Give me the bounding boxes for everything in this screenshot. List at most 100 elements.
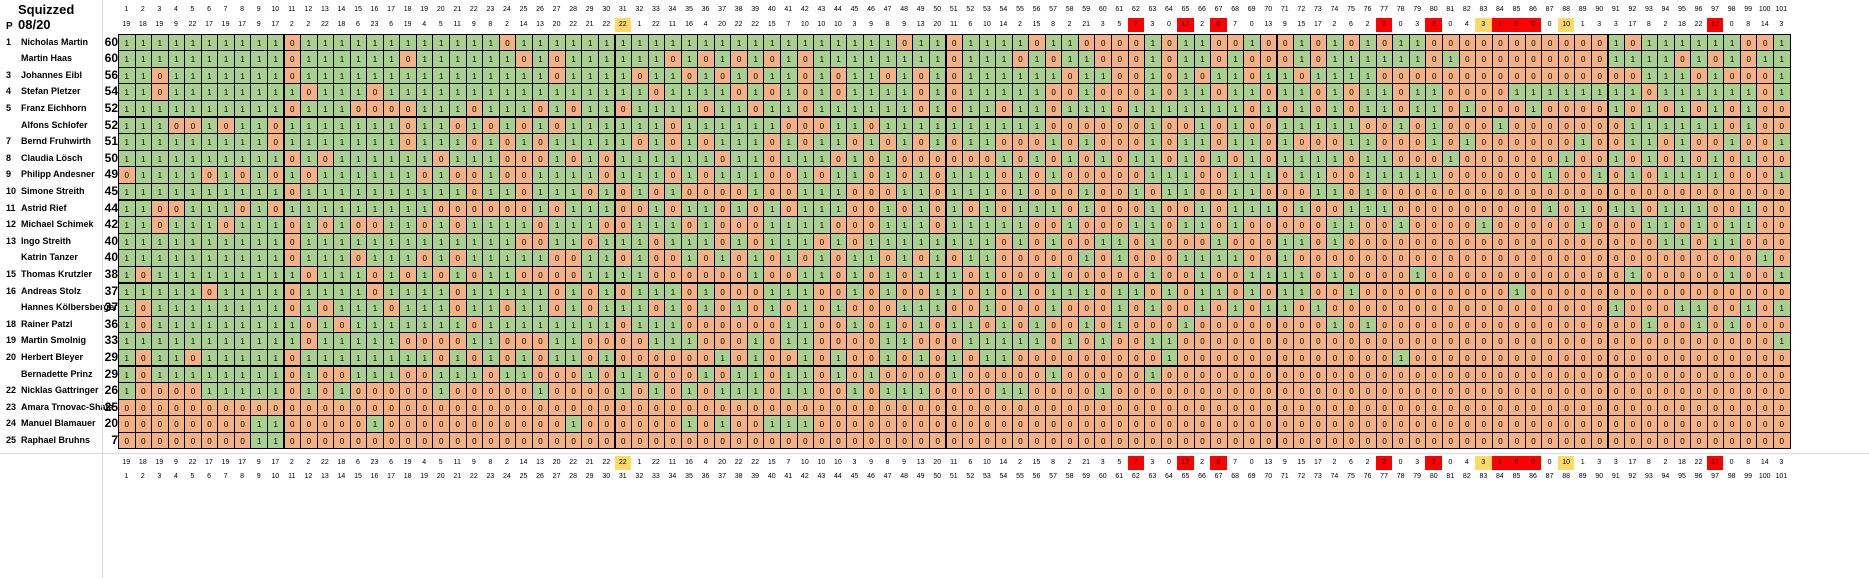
answer-cell: 0 [1607, 216, 1626, 234]
participant-rank: 25 [6, 434, 17, 445]
answer-cell: 1 [515, 83, 533, 101]
answer-cell: 1 [316, 348, 335, 367]
answer-cell: 1 [482, 182, 500, 201]
answer-cell: 0 [233, 199, 252, 218]
answer-cell: 0 [283, 365, 302, 384]
participant-score: 51 [104, 134, 118, 149]
answer-cell: 0 [1342, 232, 1361, 251]
answer-cell: 0 [1293, 216, 1311, 234]
question-number: 17 [387, 6, 395, 13]
answer-cell: 0 [515, 166, 533, 184]
answer-cell: 1 [498, 99, 517, 118]
correct-count: 9 [869, 21, 873, 28]
answer-cell: 1 [631, 116, 649, 135]
answer-cell: 0 [1111, 149, 1129, 168]
answer-cell: 1 [813, 182, 831, 201]
answer-cell: 1 [680, 166, 699, 184]
answer-cell: 0 [333, 415, 351, 433]
answer-cell: 0 [1028, 216, 1046, 234]
answer-cell: 0 [1442, 66, 1460, 85]
answer-cell: 1 [813, 199, 831, 218]
answer-cell: 0 [697, 398, 715, 417]
answer-cell: 1 [1706, 232, 1725, 251]
answer-cell: 0 [1624, 99, 1642, 118]
question-number: 54 [999, 6, 1008, 13]
answer-cell: 0 [1524, 50, 1543, 68]
correct-count: 15 [767, 21, 776, 28]
answer-cell: 0 [1111, 83, 1129, 101]
answer-cell: 0 [1259, 216, 1278, 234]
answer-cell: 1 [1392, 50, 1410, 68]
answer-cell: 0 [1574, 431, 1592, 450]
answer-cell: 0 [614, 332, 633, 350]
answer-cell: 1 [118, 83, 136, 101]
answer-cell: 0 [1690, 265, 1708, 284]
answer-cell: 0 [1723, 398, 1741, 417]
answer-cell: 1 [978, 265, 997, 284]
answer-cell: 0 [895, 199, 914, 218]
answer-cell: 0 [1574, 415, 1592, 433]
answer-cell: 0 [1673, 365, 1692, 384]
participant-score: 38 [104, 266, 118, 281]
answer-cell: 1 [647, 216, 666, 234]
answer-cell: 0 [1111, 348, 1129, 367]
question-number-footer: 47 [883, 473, 892, 480]
answer-cell: 1 [746, 182, 765, 201]
answer-cell: 0 [1458, 216, 1477, 234]
answer-cell: 1 [266, 415, 285, 433]
question-number-footer: 92 [1628, 473, 1637, 480]
answer-cell: 1 [1326, 265, 1344, 284]
answer-cell: 0 [482, 382, 500, 400]
answer-cell: 1 [1624, 265, 1642, 284]
answer-cell: 0 [1607, 431, 1626, 450]
correct-count: 6 [968, 21, 973, 28]
answer-cell: 1 [217, 348, 235, 367]
answer-cell: 1 [631, 249, 649, 267]
answer-cell: 0 [1723, 99, 1741, 118]
answer-cell: 1 [250, 116, 268, 135]
answer-cell: 0 [1425, 415, 1443, 433]
answer-cell: 1 [316, 116, 335, 135]
answer-cell: 0 [1706, 50, 1725, 68]
answer-cell: 0 [1640, 265, 1659, 284]
answer-cell: 1 [978, 99, 997, 118]
question-number-footer: 91 [1611, 473, 1620, 480]
answer-cell: 0 [1607, 382, 1626, 400]
answer-cell: 0 [1094, 133, 1112, 151]
answer-cell: 1 [118, 199, 136, 218]
answer-cell: 1 [879, 216, 897, 234]
answer-cell: 0 [1210, 133, 1228, 151]
answer-cell: 1 [1624, 116, 1642, 135]
question-number-footer: 50 [933, 473, 942, 480]
answer-cell: 0 [1408, 415, 1427, 433]
answer-cell: 1 [548, 99, 566, 118]
answer-cell: 0 [1326, 282, 1344, 301]
answer-cell: 0 [1309, 315, 1328, 334]
question-number-footer: 28 [569, 473, 578, 480]
answer-cell: 1 [1226, 166, 1245, 184]
answer-cell: 0 [250, 398, 268, 417]
answer-cell: 0 [1210, 431, 1228, 450]
answer-cell: 1 [118, 315, 136, 334]
answer-cell: 0 [1524, 348, 1543, 367]
answer-cell: 1 [597, 33, 616, 52]
answer-cell: 0 [1342, 149, 1361, 168]
answer-cell: 1 [862, 33, 881, 52]
answer-cell: 0 [515, 232, 533, 251]
answer-cell: 0 [1342, 83, 1361, 101]
answer-cell: 0 [1243, 398, 1261, 417]
answer-cell: 0 [1408, 365, 1427, 384]
question-number-footer: 65 [1181, 473, 1190, 480]
answer-cell: 0 [1673, 431, 1692, 450]
participant-name: Martin Smolnig [21, 335, 86, 346]
answer-cell: 1 [134, 149, 153, 168]
answer-cell: 1 [763, 415, 781, 433]
answer-cell: 0 [415, 398, 434, 417]
answer-cell: 1 [1061, 332, 1079, 350]
answer-cell: 0 [449, 116, 467, 135]
answer-cell: 1 [597, 66, 616, 85]
correct-count: 13 [1264, 21, 1273, 28]
answer-cell: 0 [597, 415, 616, 433]
answer-cell: 0 [614, 415, 633, 433]
answer-cell: 1 [995, 315, 1013, 334]
